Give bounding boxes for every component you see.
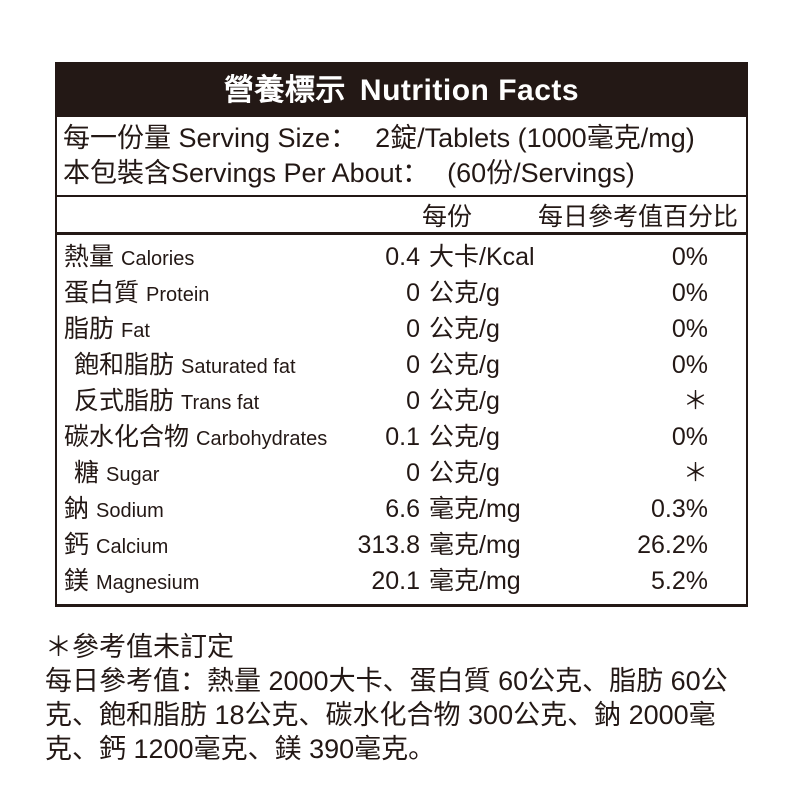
nutrient-name-zh: 鈣 [64, 531, 90, 559]
nutrient-row: 鈣 Calcium 313.8 毫克/mg 26.2% [57, 527, 746, 563]
nutrient-name-zh: 脂肪 [64, 315, 115, 343]
nutrient-amount: 0.1 [385, 423, 420, 451]
nutrient-daily-value-percent: 0.3% [651, 495, 708, 523]
nutrient-unit: 公克/g [429, 387, 500, 415]
nutrient-row: 鈉 Sodium 6.6 毫克/mg 0.3% [57, 491, 746, 527]
nutrient-name-en: Calories [121, 248, 195, 270]
nutrient-name-zh: 熱量 [64, 243, 115, 271]
nutrient-unit: 公克/g [429, 351, 500, 379]
column-header-daily-value: 每日參考值百分比 [537, 202, 738, 231]
nutrient-name-en: Sugar [106, 464, 160, 486]
nutrient-row: 鎂 Magnesium 20.1 毫克/mg 5.2% [57, 563, 746, 599]
nutrient-daily-value-percent: 5.2% [651, 567, 708, 595]
nutrient-name-zh: 反式脂肪 [74, 387, 175, 415]
nutrient-name: 飽和脂肪 Saturated fat [64, 347, 344, 385]
nutrient-name: 鎂 Magnesium [64, 563, 344, 601]
nutrient-unit: 公克/g [429, 423, 500, 451]
nutrient-unit: 公克/g [429, 315, 500, 343]
nutrient-name: 脂肪 Fat [64, 311, 344, 349]
servings-per-line: 本包裝含Servings Per About： (60份/Servings) [63, 156, 738, 191]
serving-size-line: 每一份量 Serving Size： 2錠/Tablets (1000毫克/mg) [63, 121, 738, 156]
nutrient-amount: 313.8 [357, 531, 420, 559]
footnote-section: ＊參考值未訂定 每日參考值：熱量 2000大卡、蛋白質 60公克、脂肪 60公克… [45, 630, 757, 766]
serving-size-label: 每一份量 Serving Size： [63, 123, 358, 153]
footnote-asterisk-note: ＊參考值未訂定 [45, 632, 234, 662]
footnote-daily-values: 每日參考值：熱量 2000大卡、蛋白質 60公克、脂肪 60公克、飽和脂肪 18… [45, 666, 728, 764]
nutrient-name: 鈣 Calcium [64, 527, 344, 565]
nutrient-amount: 6.6 [385, 495, 420, 523]
nutrient-name-en: Magnesium [96, 572, 200, 594]
nutrient-daily-value-percent: 0% [671, 351, 708, 379]
nutrient-unit: 毫克/mg [429, 531, 521, 559]
nutrient-name-zh: 碳水化合物 [64, 423, 190, 451]
nutrient-name-en: Trans fat [181, 392, 260, 414]
nutrient-daily-value-percent: 26.2% [637, 531, 708, 559]
servings-per-value: (60份/Servings) [447, 158, 635, 188]
nutrient-amount: 0 [406, 387, 420, 415]
nutrient-name-zh: 鎂 [64, 567, 90, 595]
servings-per-label: 本包裝含Servings Per About： [63, 158, 430, 188]
nutrient-unit: 毫克/mg [429, 495, 521, 523]
nutrient-name-zh: 蛋白質 [64, 279, 140, 307]
nutrient-daily-value-percent: 0% [671, 243, 708, 271]
nutrient-amount: 0 [406, 351, 420, 379]
nutrient-name-en: Carbohydrates [196, 428, 328, 450]
column-header-per-serving: 每份 [422, 202, 473, 231]
nutrient-name: 熱量 Calories [64, 239, 344, 277]
nutrient-daily-value-percent: ＊ [682, 387, 708, 415]
nutrient-unit: 大卡/Kcal [429, 243, 535, 271]
nutrient-rows: 熱量 Calories 0.4 大卡/Kcal 0% 蛋白質 Protein 0 公… [57, 235, 746, 604]
nutrient-amount: 0.4 [385, 243, 420, 271]
nutrient-amount: 0 [406, 315, 420, 343]
serving-size-value: 2錠/Tablets (1000毫克/mg) [375, 123, 695, 153]
nutrient-name-en: Fat [121, 320, 150, 342]
title-en: Nutrition Facts [359, 74, 580, 107]
nutrient-row: 脂肪 Fat 0 公克/g 0% [57, 311, 746, 347]
nutrient-row: 碳水化合物 Carbohydrates 0.1 公克/g 0% [57, 419, 746, 455]
label-title-bar: 營養標示 Nutrition Facts [57, 64, 746, 117]
nutrient-row: 蛋白質 Protein 0 公克/g 0% [57, 275, 746, 311]
nutrient-name-en: Protein [146, 284, 210, 306]
nutrient-daily-value-percent: 0% [671, 423, 708, 451]
nutrient-name-en: Sodium [96, 500, 164, 522]
nutrient-daily-value-percent: 0% [671, 279, 708, 307]
nutrient-name: 碳水化合物 Carbohydrates [64, 419, 344, 457]
column-header-row: 每份 每日參考值百分比 [57, 197, 746, 235]
title-zh: 營養標示 [223, 74, 346, 107]
nutrient-amount: 0 [406, 279, 420, 307]
nutrient-name-en: Calcium [96, 536, 169, 558]
nutrient-name-zh: 飽和脂肪 [74, 351, 175, 379]
nutrient-name: 蛋白質 Protein [64, 275, 344, 313]
nutrient-unit: 毫克/mg [429, 567, 521, 595]
nutrient-amount: 0 [406, 459, 420, 487]
nutrient-amount: 20.1 [371, 567, 420, 595]
nutrition-facts-label: 營養標示 Nutrition Facts 每一份量 Serving Size： 2錠… [55, 62, 748, 607]
nutrient-row: 熱量 Calories 0.4 大卡/Kcal 0% [57, 239, 746, 275]
nutrient-name: 反式脂肪 Trans fat [64, 383, 344, 421]
nutrient-name: 鈉 Sodium [64, 491, 344, 529]
nutrient-daily-value-percent: 0% [671, 315, 708, 343]
nutrient-unit: 公克/g [429, 279, 500, 307]
nutrient-name-en: Saturated fat [181, 356, 296, 378]
nutrient-row: 糖 Sugar 0 公克/g ＊ [57, 455, 746, 491]
nutrient-row: 飽和脂肪 Saturated fat 0 公克/g 0% [57, 347, 746, 383]
nutrient-row: 反式脂肪 Trans fat 0 公克/g ＊ [57, 383, 746, 419]
nutrient-name-zh: 糖 [74, 459, 100, 487]
nutrient-name: 糖 Sugar [64, 455, 344, 493]
nutrient-daily-value-percent: ＊ [682, 459, 708, 487]
nutrient-name-zh: 鈉 [64, 495, 90, 523]
nutrient-unit: 公克/g [429, 459, 500, 487]
serving-info-section: 每一份量 Serving Size： 2錠/Tablets (1000毫克/mg)… [57, 117, 746, 197]
